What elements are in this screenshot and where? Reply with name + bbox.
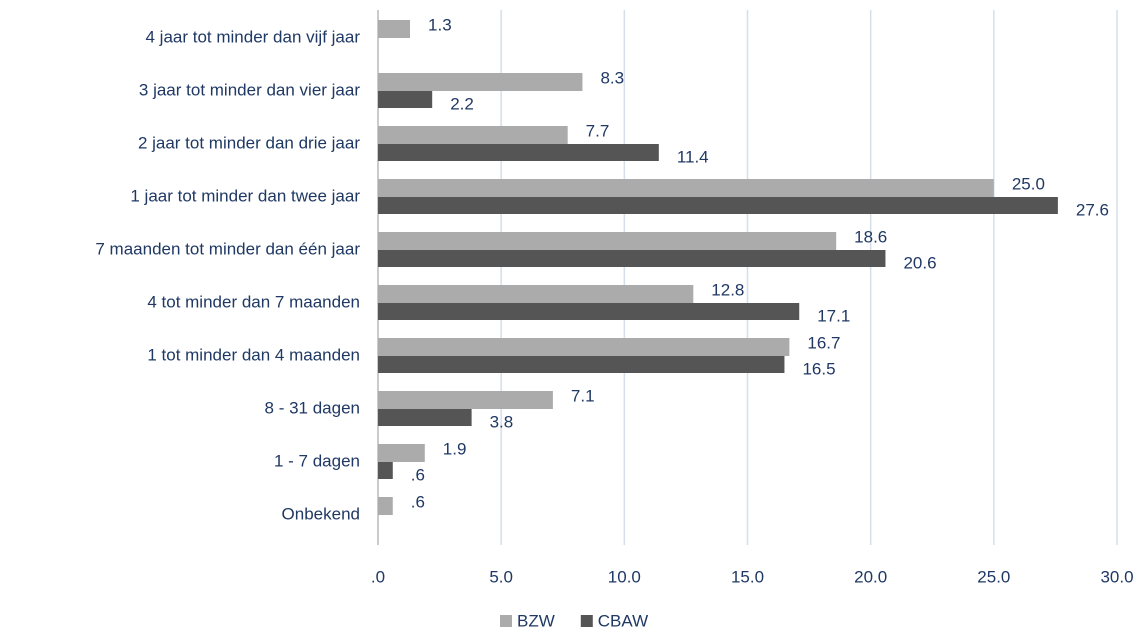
bar [378, 179, 994, 197]
bar [378, 356, 785, 373]
value-label: 27.6 [1076, 200, 1109, 219]
category-label: 1 jaar tot minder dan twee jaar [130, 186, 360, 205]
bar [378, 250, 886, 267]
value-label: 12.8 [711, 280, 744, 299]
legend-swatch [580, 615, 593, 627]
bar [378, 91, 433, 108]
legend-label: BZW [517, 611, 555, 630]
x-tick-label: 10.0 [608, 567, 641, 586]
bar [378, 462, 393, 479]
category-label: 4 tot minder dan 7 maanden [147, 292, 360, 311]
bar [378, 338, 790, 356]
value-label: 16.5 [802, 359, 835, 378]
x-tick-label: 15.0 [731, 567, 764, 586]
bar [378, 444, 425, 462]
bar [378, 197, 1058, 214]
x-tick-label: 5.0 [489, 567, 513, 586]
value-label: 7.1 [571, 386, 595, 405]
value-label: 1.9 [443, 439, 467, 458]
value-label: 25.0 [1012, 174, 1045, 193]
value-label: 7.7 [586, 121, 610, 140]
x-tick-label: 20.0 [854, 567, 887, 586]
category-label: 1 - 7 dagen [274, 451, 360, 470]
bar [378, 73, 583, 91]
bar [378, 20, 411, 38]
value-label: 8.3 [600, 68, 624, 87]
value-label: 3.8 [490, 412, 514, 431]
category-label: 2 jaar tot minder dan drie jaar [138, 133, 360, 152]
legend-swatch [500, 615, 512, 627]
legend-label: CBAW [598, 611, 648, 630]
category-label: 8 - 31 dagen [265, 398, 360, 417]
x-tick-label: .0 [371, 567, 385, 586]
value-label: 1.3 [428, 15, 452, 34]
category-label: 1 tot minder dan 4 maanden [147, 345, 360, 364]
bar [378, 232, 837, 250]
category-label: 4 jaar tot minder dan vijf jaar [146, 27, 361, 46]
value-label: 18.6 [854, 227, 887, 246]
bar [378, 391, 553, 409]
bar [378, 409, 472, 426]
value-label: 11.4 [677, 147, 709, 166]
bar [378, 303, 800, 320]
x-tick-label: 25.0 [977, 567, 1010, 586]
value-label: .6 [411, 465, 425, 484]
value-label: 20.6 [903, 253, 936, 272]
value-label: 2.2 [450, 94, 474, 113]
bar [378, 497, 393, 515]
category-label: Onbekend [282, 504, 360, 523]
category-label: 7 maanden tot minder dan één jaar [95, 239, 360, 258]
value-label: 16.7 [807, 333, 840, 352]
value-label: 17.1 [817, 306, 850, 325]
category-label: 3 jaar tot minder dan vier jaar [139, 80, 360, 99]
x-tick-label: 30.0 [1100, 567, 1133, 586]
value-label: .6 [411, 492, 425, 511]
bar [378, 285, 694, 303]
bar [378, 144, 659, 161]
bar [378, 126, 568, 144]
